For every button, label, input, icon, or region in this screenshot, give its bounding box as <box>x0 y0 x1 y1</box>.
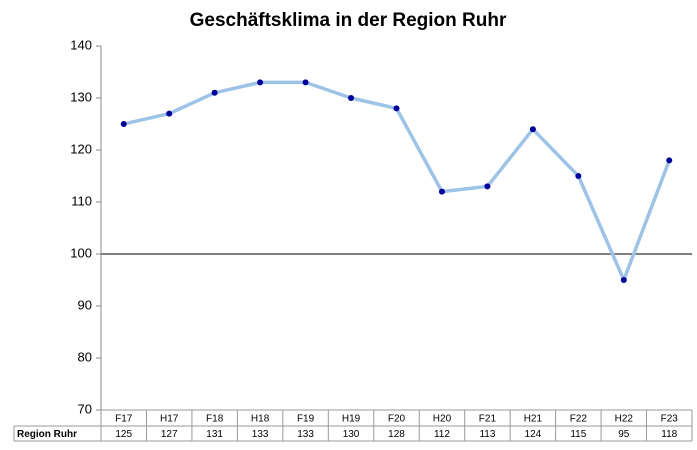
x-tick-label: H19 <box>342 414 361 425</box>
table-value: 127 <box>161 429 178 440</box>
table-value: 118 <box>661 429 677 440</box>
table-value: 125 <box>115 429 132 440</box>
data-point <box>620 277 627 283</box>
x-tick-label: H17 <box>160 414 179 425</box>
x-tick-label: H21 <box>524 414 543 425</box>
chart-title: Geschäftsklima in der Region Ruhr <box>190 10 507 31</box>
data-point <box>529 126 536 133</box>
x-tick-label: F18 <box>206 414 224 425</box>
x-tick-label: F17 <box>115 414 133 425</box>
y-tick-label: 80 <box>78 349 92 364</box>
y-tick-label: 130 <box>70 89 92 104</box>
data-point <box>166 110 173 117</box>
y-tick-label: 140 <box>70 37 92 52</box>
y-tick-label: 110 <box>71 193 92 208</box>
x-tick-label: F22 <box>570 414 588 425</box>
table-value: 131 <box>206 429 223 440</box>
data-point <box>302 79 309 86</box>
table-value: 133 <box>297 429 314 440</box>
table-value: 115 <box>570 429 586 440</box>
data-point <box>257 79 264 86</box>
y-tick-label: 100 <box>70 245 92 260</box>
x-tick-label: H22 <box>615 414 634 425</box>
table-value: 95 <box>618 429 630 440</box>
data-point <box>575 173 582 179</box>
data-point <box>393 105 400 112</box>
y-tick-label: 70 <box>78 401 92 416</box>
x-tick-label: F21 <box>479 414 497 425</box>
table-value: 133 <box>252 429 269 440</box>
table-value: 128 <box>388 429 405 440</box>
table-value: 113 <box>479 429 495 440</box>
data-point <box>666 157 673 164</box>
data-point <box>438 188 445 195</box>
x-tick-label: F19 <box>297 414 315 425</box>
table-value: 130 <box>343 429 360 440</box>
data-point <box>348 95 355 101</box>
x-tick-label: H18 <box>251 414 270 425</box>
y-tick-label: 90 <box>78 297 92 312</box>
x-tick-label: F23 <box>661 414 679 425</box>
data-point <box>211 89 218 96</box>
series-line <box>123 80 671 282</box>
table-value: 112 <box>434 429 450 440</box>
x-tick-label: F20 <box>388 414 406 425</box>
data-point <box>120 121 127 127</box>
x-tick-label: H20 <box>433 414 452 425</box>
table-value: 124 <box>525 429 542 440</box>
legend-label: Region Ruhr <box>17 429 77 440</box>
y-tick-label: 120 <box>70 141 92 156</box>
data-point <box>484 183 491 190</box>
